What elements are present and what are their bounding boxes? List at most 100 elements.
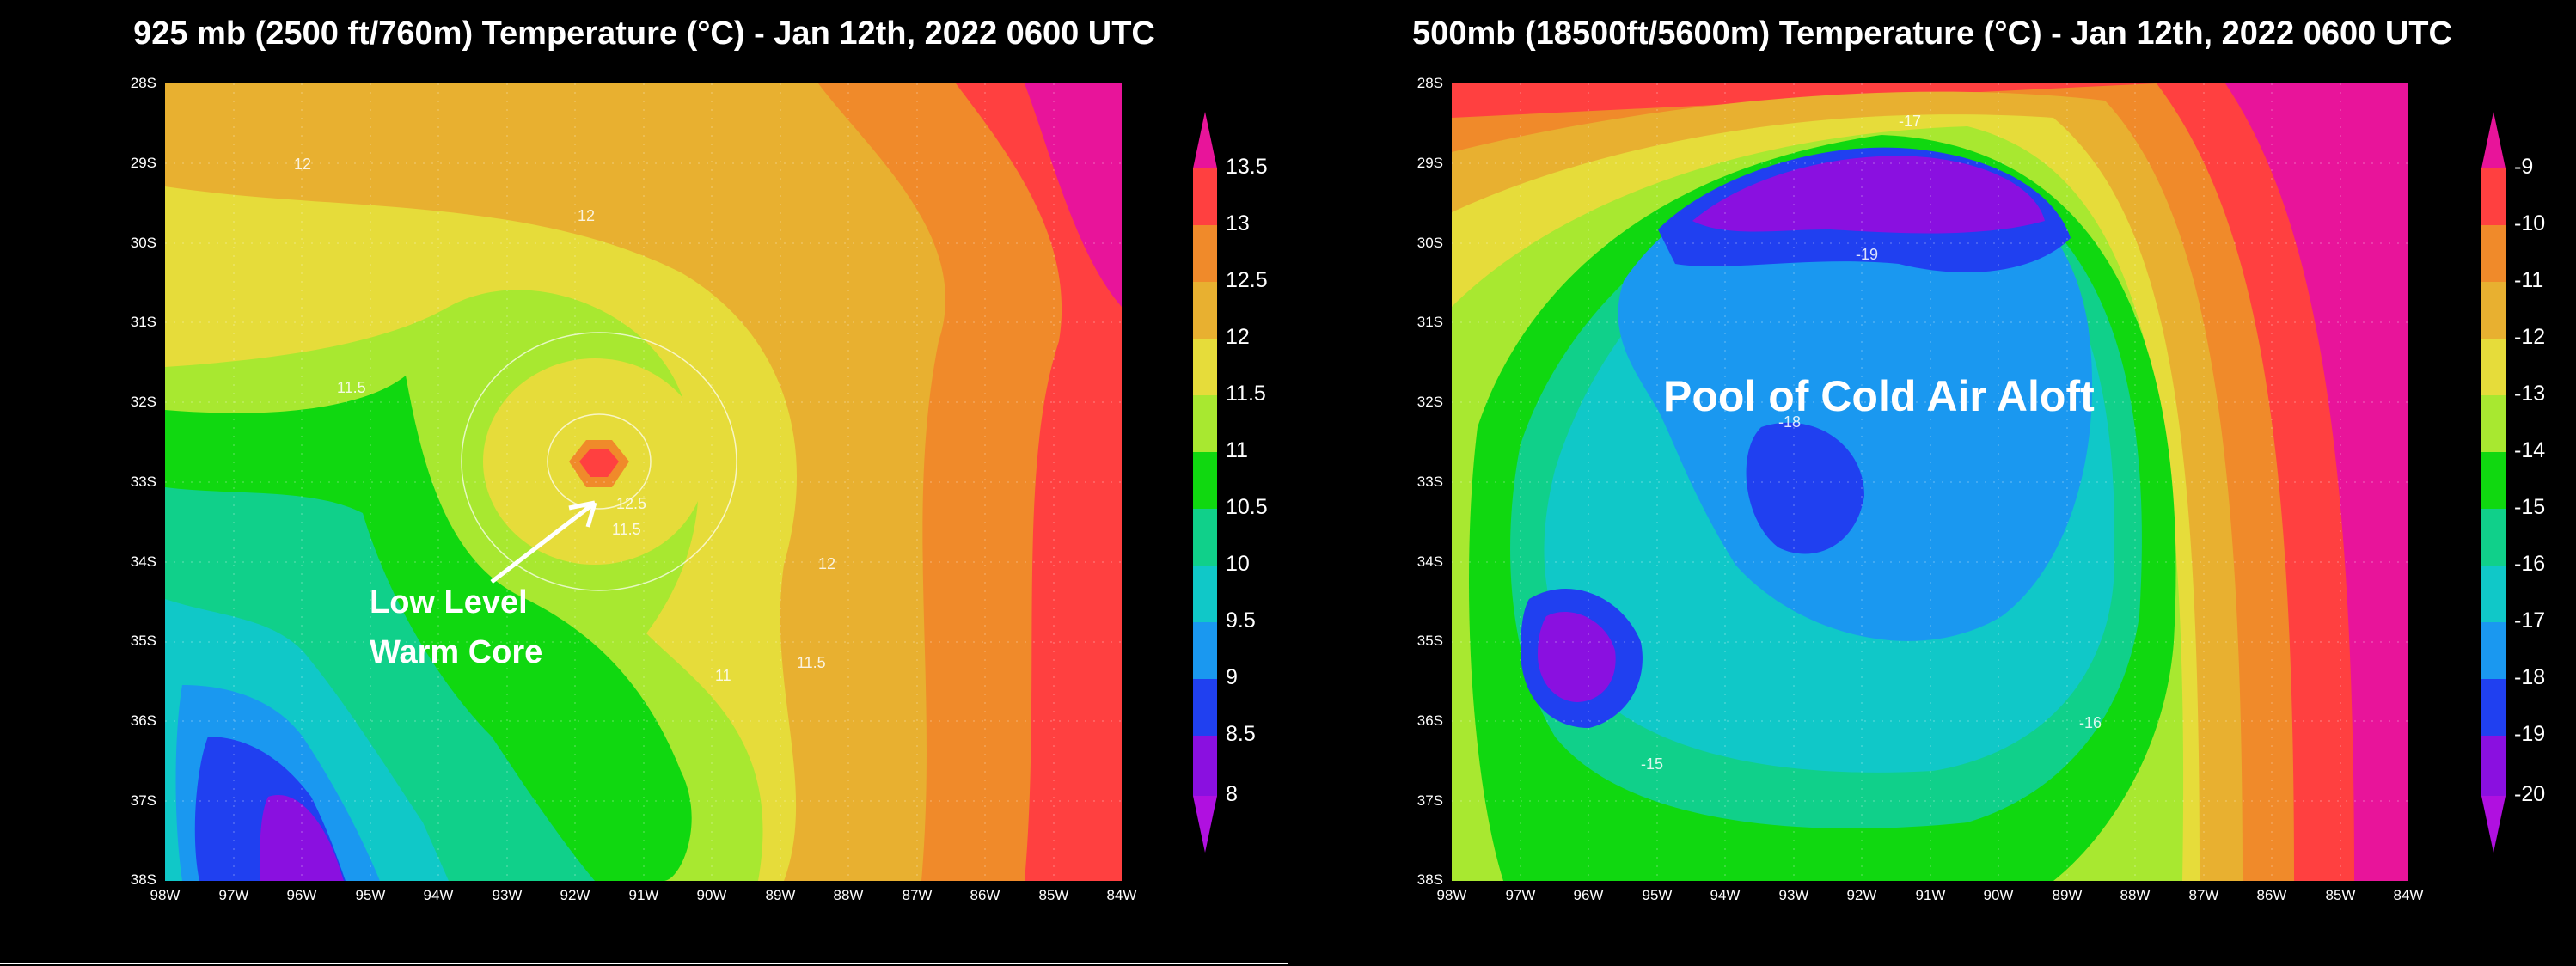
contour-label: -19 bbox=[1856, 246, 1878, 263]
lon-tick: 93W bbox=[492, 887, 523, 903]
colorbar-label: 11.5 bbox=[1226, 382, 1266, 406]
colorbar-label: 13 bbox=[1226, 211, 1250, 235]
contour-label: 11 bbox=[715, 667, 731, 684]
contour-label: 12.5 bbox=[616, 495, 646, 512]
annotation-line: Warm Core bbox=[370, 634, 543, 670]
annotation-line: Low Level bbox=[370, 584, 528, 621]
colorbar-label: 11 bbox=[1226, 438, 1248, 462]
lat-tick: 34S bbox=[130, 553, 156, 570]
lat-tick: 35S bbox=[130, 633, 156, 649]
arrow-icon bbox=[490, 501, 597, 584]
contour-label: -17 bbox=[1899, 113, 1921, 130]
lon-tick: 95W bbox=[1642, 887, 1673, 903]
lat-tick: 30S bbox=[1416, 235, 1443, 251]
contour-label: 12 bbox=[578, 207, 595, 224]
contour-label: 12 bbox=[818, 555, 835, 572]
lon-tick: 88W bbox=[833, 887, 864, 903]
colorbar-label: -14 bbox=[2514, 438, 2546, 462]
contour-label: 12 bbox=[294, 156, 311, 173]
lat-tick: 32S bbox=[1416, 394, 1443, 410]
colorbar-label: 12.5 bbox=[1226, 268, 1268, 292]
lon-tick: 86W bbox=[2256, 887, 2287, 903]
lon-tick: 93W bbox=[1778, 887, 1809, 903]
contour-label: 11.5 bbox=[797, 654, 826, 671]
contour-label: -15 bbox=[1641, 755, 1663, 773]
colorbar bbox=[2481, 112, 2506, 853]
temperature-field: 12 12 11.5 12.5 11.5 12 11 11.5 bbox=[165, 83, 1122, 881]
lon-tick: 87W bbox=[902, 887, 933, 903]
lat-tick: 29S bbox=[130, 155, 156, 171]
lat-tick: 38S bbox=[130, 871, 156, 888]
colorbar-label: -12 bbox=[2514, 325, 2546, 349]
lat-tick: 29S bbox=[1416, 155, 1443, 171]
lon-tick: 87W bbox=[2188, 887, 2219, 903]
lon-tick: 98W bbox=[1436, 887, 1467, 903]
lon-tick: 92W bbox=[1846, 887, 1877, 903]
panel-500mb: 500mb (18500ft/5600m) Temperature (°C) -… bbox=[1288, 0, 2576, 966]
colorbar-label: -11 bbox=[2514, 268, 2544, 292]
lon-tick: 92W bbox=[560, 887, 590, 903]
lon-tick: 85W bbox=[1038, 887, 1069, 903]
lon-tick: 91W bbox=[628, 887, 659, 903]
colorbar-label: 10.5 bbox=[1226, 495, 1268, 519]
panel-title: 500mb (18500ft/5600m) Temperature (°C) -… bbox=[1412, 15, 2452, 52]
lon-tick: 94W bbox=[423, 887, 454, 903]
divider bbox=[0, 963, 1288, 964]
lon-tick: 97W bbox=[1505, 887, 1536, 903]
cold-pool-annotation: Pool of Cold Air Aloft bbox=[1663, 372, 2095, 420]
colorbar-label: -13 bbox=[2514, 382, 2546, 406]
lon-tick: 84W bbox=[1106, 887, 1137, 903]
colorbar-label: -20 bbox=[2514, 782, 2546, 806]
lon-tick: 90W bbox=[696, 887, 727, 903]
lat-tick: 28S bbox=[1416, 75, 1443, 91]
lon-tick: 97W bbox=[218, 887, 249, 903]
lat-tick: 35S bbox=[1416, 633, 1443, 649]
lat-tick: 37S bbox=[1416, 792, 1443, 809]
lat-tick: 38S bbox=[1416, 871, 1443, 888]
lat-tick: 30S bbox=[130, 235, 156, 251]
colorbar-label: -18 bbox=[2514, 665, 2546, 689]
contour-label: 11.5 bbox=[337, 379, 366, 396]
colorbar-label: 13.5 bbox=[1226, 155, 1268, 179]
colorbar-label: 9.5 bbox=[1226, 608, 1256, 633]
lon-tick: 91W bbox=[1915, 887, 1946, 903]
colorbar-label: -19 bbox=[2514, 722, 2546, 746]
lat-tick: 37S bbox=[130, 792, 156, 809]
lon-tick: 89W bbox=[2052, 887, 2083, 903]
lat-tick: 31S bbox=[130, 314, 156, 330]
lat-tick: 34S bbox=[1416, 553, 1443, 570]
lat-tick: 33S bbox=[1416, 474, 1443, 490]
colorbar bbox=[1193, 112, 1217, 853]
lat-tick: 36S bbox=[1416, 712, 1443, 729]
colorbar-label: -17 bbox=[2514, 608, 2546, 633]
colorbar-label: -9 bbox=[2514, 155, 2534, 179]
temperature-field: -17 -19 -18 -16 -15 bbox=[1452, 83, 2408, 881]
lon-tick: 96W bbox=[286, 887, 317, 903]
lon-tick: 96W bbox=[1573, 887, 1604, 903]
lon-tick: 86W bbox=[970, 887, 1000, 903]
contour-label: 11.5 bbox=[612, 521, 641, 538]
lon-tick: 89W bbox=[765, 887, 796, 903]
warm-core-annotation: Low Level Warm Core bbox=[370, 578, 542, 677]
panel-title: 925 mb (2500 ft/760m) Temperature (°C) -… bbox=[133, 15, 1155, 52]
lat-tick: 32S bbox=[130, 394, 156, 410]
colorbar-label: 9 bbox=[1226, 665, 1238, 689]
panel-925mb: 925 mb (2500 ft/760m) Temperature (°C) -… bbox=[130, 15, 1268, 903]
lon-tick: 98W bbox=[150, 887, 181, 903]
colorbar-label: 8.5 bbox=[1226, 722, 1256, 746]
lon-tick: 88W bbox=[2120, 887, 2151, 903]
lat-tick: 28S bbox=[130, 75, 156, 91]
lon-tick: 85W bbox=[2325, 887, 2356, 903]
contour-label: -16 bbox=[2079, 714, 2102, 731]
temperature-map-925mb: 12 12 11.5 12.5 11.5 12 11 11.5 Low Leve… bbox=[165, 83, 1122, 881]
lat-tick: 36S bbox=[130, 712, 156, 729]
lon-tick: 94W bbox=[1710, 887, 1741, 903]
lon-tick: 84W bbox=[2393, 887, 2424, 903]
lon-tick: 90W bbox=[1983, 887, 2014, 903]
temperature-map-500mb: -17 -19 -18 -16 -15 Pool of Cold Air Alo… bbox=[1452, 83, 2408, 881]
colorbar-label: -15 bbox=[2514, 495, 2546, 519]
colorbar-label: 12 bbox=[1226, 325, 1250, 349]
lat-tick: 31S bbox=[1416, 314, 1443, 330]
lon-tick: 95W bbox=[355, 887, 386, 903]
colorbar-label: 10 bbox=[1226, 552, 1250, 576]
